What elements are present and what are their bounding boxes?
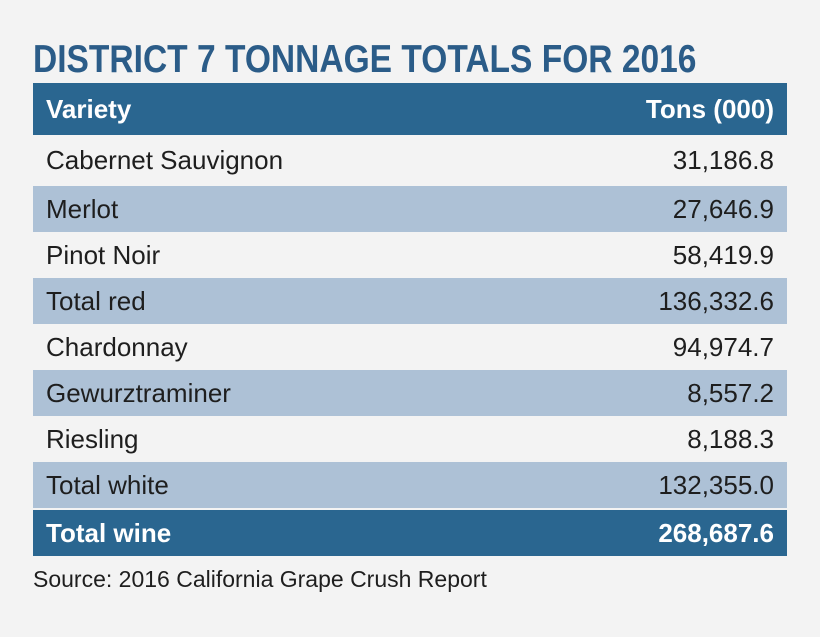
row-label: Gewurztraminer bbox=[46, 377, 231, 408]
table-row: Chardonnay 94,974.7 bbox=[33, 324, 787, 370]
total-row: Total wine 268,687.6 bbox=[33, 510, 787, 556]
row-value: 8,188.3 bbox=[687, 423, 774, 454]
row-label: Pinot Noir bbox=[46, 239, 161, 270]
header-tons: Tons (000) bbox=[645, 93, 774, 124]
header-variety: Variety bbox=[46, 93, 132, 124]
row-value: 136,332.6 bbox=[658, 285, 774, 316]
row-value: 94,974.7 bbox=[672, 331, 774, 362]
total-value: 268,687.6 bbox=[658, 517, 774, 548]
table-row: Cabernet Sauvignon 31,186.8 bbox=[33, 135, 787, 186]
row-value: 27,646.9 bbox=[672, 193, 774, 224]
row-label: Chardonnay bbox=[46, 331, 188, 362]
total-label: Total wine bbox=[46, 517, 172, 548]
table-header: Variety Tons (000) bbox=[33, 83, 787, 135]
row-label: Total red bbox=[46, 285, 146, 316]
table-row: Pinot Noir 58,419.9 bbox=[33, 232, 787, 278]
table-row: Riesling 8,188.3 bbox=[33, 416, 787, 462]
row-label: Total white bbox=[46, 469, 169, 500]
table-row: Total red 136,332.6 bbox=[33, 278, 787, 324]
table-row: Total white 132,355.0 bbox=[33, 462, 787, 508]
table-row: Gewurztraminer 8,557.2 bbox=[33, 370, 787, 416]
row-value: 8,557.2 bbox=[687, 377, 774, 408]
row-label: Merlot bbox=[46, 193, 119, 224]
table-row: Merlot 27,646.9 bbox=[33, 186, 787, 232]
row-value: 31,186.8 bbox=[672, 145, 774, 175]
tonnage-table: Variety Tons (000) Cabernet Sauvignon 31… bbox=[33, 83, 787, 556]
row-value: 58,419.9 bbox=[672, 239, 774, 270]
row-value: 132,355.0 bbox=[658, 469, 774, 500]
source-note: Source: 2016 California Grape Crush Repo… bbox=[33, 566, 487, 592]
chart-title: DISTRICT 7 TONNAGE TOTALS FOR 2016 bbox=[33, 38, 697, 81]
row-label: Riesling bbox=[46, 423, 139, 454]
row-label: Cabernet Sauvignon bbox=[46, 145, 284, 175]
